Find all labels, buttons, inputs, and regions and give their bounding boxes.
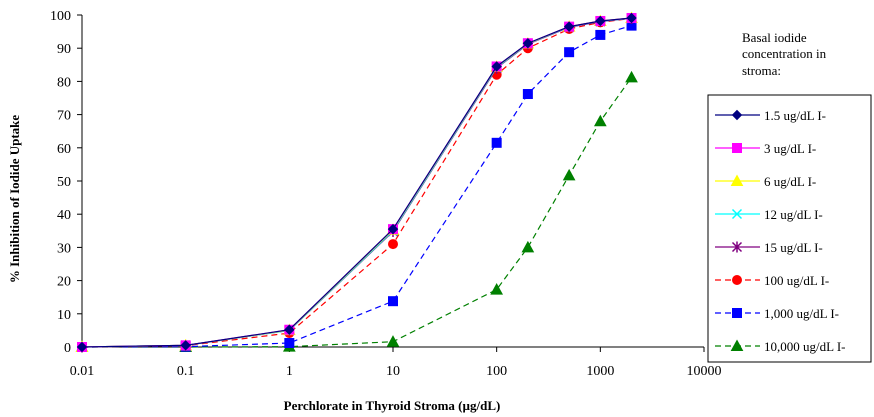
x-tick-label: 1000 [586, 364, 614, 379]
x-ticks: 0.01 0.1 1 10 100 1000 10000 [70, 347, 722, 379]
legend-item: 100 ug/dL I- [715, 273, 829, 288]
data-point [388, 239, 398, 250]
series-4 [76, 12, 637, 353]
legend-marker [731, 109, 743, 121]
data-point [491, 137, 502, 148]
data-point [522, 89, 533, 100]
legend-item: 6 ug/dL I- [715, 174, 816, 189]
legend-marker [732, 308, 742, 318]
data-point [284, 338, 295, 349]
legend-label: 100 ug/dL I- [764, 273, 829, 288]
data-point [625, 70, 638, 83]
series-line [82, 77, 633, 348]
series-5 [77, 13, 637, 352]
y-tick-label: 70 [57, 109, 71, 124]
x-tick-label: 10 [386, 364, 400, 379]
legend-item: 10,000 ug/dL I- [715, 339, 845, 354]
data-point [521, 240, 535, 253]
data-point [388, 296, 398, 307]
x-tick-label: 0.01 [70, 364, 95, 379]
data-point [180, 340, 191, 351]
data-point [284, 324, 295, 335]
series-6 [77, 20, 637, 352]
legend-label: 3 ug/dL I- [764, 141, 816, 156]
data-point [76, 341, 88, 353]
data-point [593, 114, 607, 127]
x-axis-title: Perchlorate in Thyroid Stroma (µg/dL) [284, 398, 501, 413]
series-line [81, 17, 632, 348]
y-tick-label: 20 [57, 275, 71, 290]
legend-marker [731, 208, 743, 220]
series-0 [76, 12, 637, 353]
legend-marker [730, 174, 744, 186]
data-point [626, 12, 637, 24]
data-point [595, 29, 606, 40]
x-tick-label: 1 [286, 364, 293, 379]
series-2 [75, 11, 638, 352]
x-tick-label: 100 [486, 364, 507, 379]
x-tick-label: 10000 [687, 364, 722, 379]
legend-marker [730, 339, 744, 351]
data-point [562, 168, 576, 181]
legend-item: 1.5 ug/dL I- [715, 108, 826, 123]
legend-label: 6 ug/dL I- [764, 174, 816, 189]
data-point [387, 223, 399, 235]
data-point [564, 47, 575, 58]
legend-item: 15 ug/dL I- [715, 240, 823, 255]
legend-marker [732, 143, 742, 153]
legend-item: 12 ug/dL I- [715, 207, 823, 222]
data-point [491, 61, 502, 72]
series-line [81, 17, 632, 348]
legend-label: 12 ug/dL I- [764, 207, 823, 222]
legend-box [707, 94, 872, 363]
series-line [81, 17, 632, 348]
y-tick-label: 80 [57, 75, 71, 90]
legend-title-line-1: Basal iodide [742, 30, 807, 45]
y-tick-label: 60 [57, 142, 71, 157]
y-tick-label: 40 [57, 208, 71, 223]
legend-label: 1.5 ug/dL I- [764, 108, 826, 123]
legend: 1.5 ug/dL I- 3 ug/dL I- 6 ug/dL I- 12 ug/dL… [707, 94, 872, 363]
legend-marker [731, 241, 743, 253]
legend-label: 1,000 ug/dL I- [764, 306, 839, 321]
series-line [81, 17, 632, 348]
legend-title: Basal iodide concentration in stroma: [742, 30, 827, 78]
series-layer [75, 11, 638, 353]
data-point [522, 38, 534, 49]
y-tick-label: 10 [57, 308, 71, 323]
y-ticks: 0 10 20 30 40 50 60 70 80 90 100 [50, 9, 82, 356]
y-tick-label: 100 [50, 9, 71, 24]
legend-title-line-3: stroma: [742, 63, 781, 78]
y-axis-title: % Inhibition of Iodide Uptake [7, 115, 22, 284]
series-3 [76, 13, 637, 353]
legend-title-line-2: concentration in [742, 46, 827, 61]
y-tick-label: 30 [57, 241, 71, 256]
legend-item: 3 ug/dL I- [715, 141, 816, 156]
legend-label: 15 ug/dL I- [764, 240, 823, 255]
series-1 [77, 12, 637, 352]
legend-label: 10,000 ug/dL I- [764, 339, 845, 354]
y-tick-label: 0 [64, 341, 71, 356]
data-point [563, 21, 575, 32]
series-7 [75, 70, 638, 352]
series-line [81, 17, 632, 348]
data-point [386, 335, 400, 347]
series-line [81, 25, 632, 348]
y-tick-label: 90 [57, 42, 71, 57]
x-tick-label: 0.1 [177, 364, 195, 379]
y-tick-label: 50 [57, 175, 71, 190]
legend-marker [732, 275, 742, 285]
data-point [595, 15, 606, 27]
series-line [81, 17, 632, 348]
data-point [490, 283, 504, 295]
legend-item: 1,000 ug/dL I- [715, 306, 839, 321]
